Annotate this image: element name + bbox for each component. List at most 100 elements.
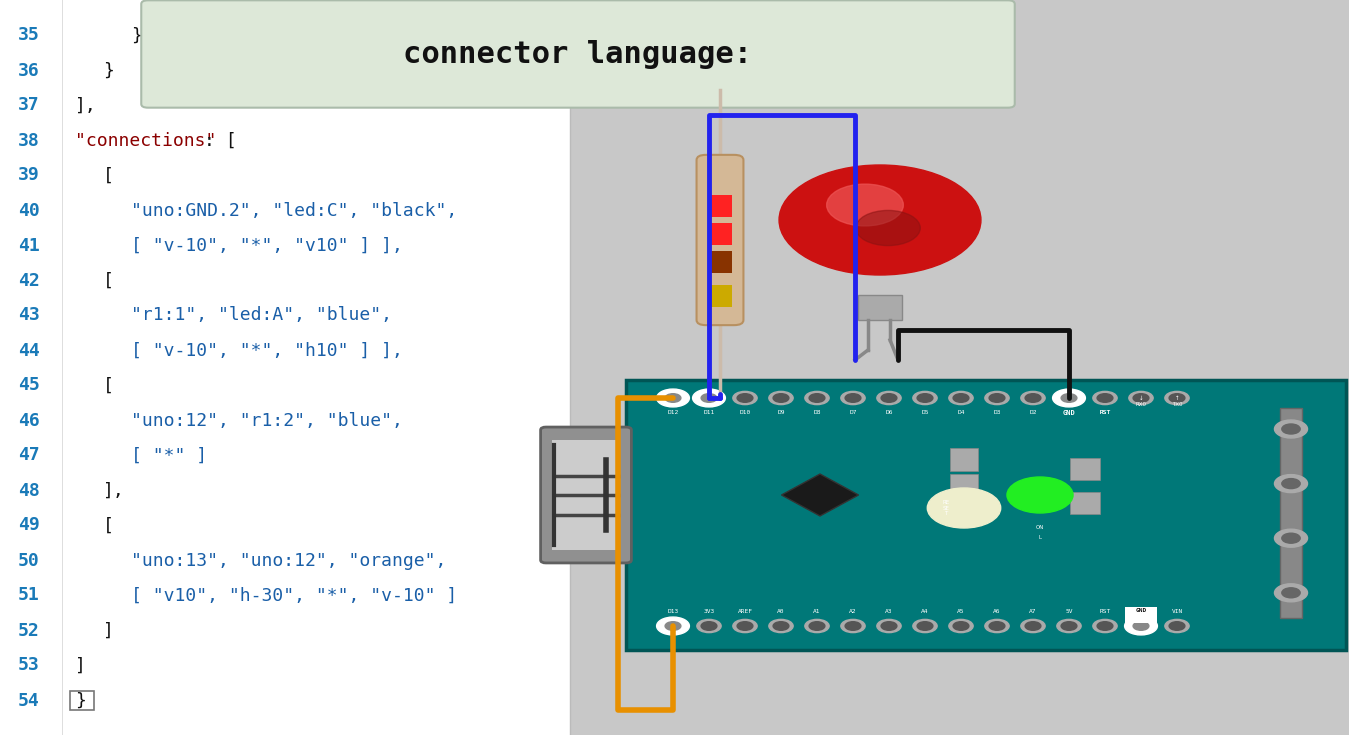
Text: 41: 41 [18, 237, 39, 254]
Circle shape [701, 394, 716, 402]
Text: 50: 50 [18, 551, 39, 570]
Circle shape [1282, 478, 1300, 489]
Text: "r1:1", "led:A", "blue",: "r1:1", "led:A", "blue", [131, 306, 393, 324]
Circle shape [701, 622, 716, 631]
Circle shape [1275, 529, 1307, 547]
Text: [ "v-10", "*", "v10" ] ],: [ "v-10", "*", "v10" ] ], [131, 237, 403, 254]
Text: 39: 39 [18, 167, 39, 184]
Text: A1: A1 [813, 609, 820, 614]
FancyBboxPatch shape [1125, 606, 1157, 623]
FancyBboxPatch shape [1070, 492, 1099, 514]
Circle shape [844, 622, 861, 631]
Circle shape [780, 165, 981, 275]
Text: 47: 47 [18, 446, 39, 465]
Text: }: } [76, 692, 86, 709]
Circle shape [840, 391, 865, 404]
Circle shape [954, 622, 969, 631]
Circle shape [989, 394, 1005, 402]
Circle shape [805, 620, 830, 633]
Circle shape [1133, 394, 1149, 402]
FancyBboxPatch shape [708, 251, 733, 273]
Circle shape [989, 622, 1005, 631]
Circle shape [1052, 389, 1086, 407]
Text: D7: D7 [850, 410, 857, 415]
FancyBboxPatch shape [950, 474, 978, 497]
Text: AREF: AREF [738, 609, 753, 614]
Text: GND: GND [1136, 608, 1147, 613]
Circle shape [809, 622, 824, 631]
Text: A4: A4 [921, 609, 928, 614]
Circle shape [769, 391, 793, 404]
Text: 52: 52 [18, 622, 39, 639]
Text: 36: 36 [18, 62, 39, 79]
Text: D6: D6 [885, 410, 893, 415]
Circle shape [773, 394, 789, 402]
FancyBboxPatch shape [696, 155, 743, 325]
Circle shape [692, 389, 726, 407]
FancyBboxPatch shape [950, 448, 978, 470]
Circle shape [809, 394, 824, 402]
Circle shape [1282, 588, 1300, 598]
Circle shape [1025, 622, 1041, 631]
Circle shape [917, 622, 934, 631]
Circle shape [697, 620, 722, 633]
Circle shape [1164, 391, 1188, 404]
FancyBboxPatch shape [142, 0, 1014, 107]
Text: 38: 38 [18, 132, 39, 149]
Text: VIN: VIN [1171, 609, 1183, 614]
Text: A0: A0 [777, 609, 785, 614]
Text: 43: 43 [18, 306, 39, 324]
FancyBboxPatch shape [1070, 458, 1099, 480]
Text: D2: D2 [1029, 410, 1037, 415]
Circle shape [665, 622, 681, 631]
FancyBboxPatch shape [708, 223, 733, 245]
Text: ↑
TX0: ↑ TX0 [1172, 396, 1182, 406]
Circle shape [1025, 394, 1041, 402]
Circle shape [827, 184, 904, 226]
Text: ↓
RX0: ↓ RX0 [1136, 396, 1147, 406]
Circle shape [985, 391, 1009, 404]
Text: D13: D13 [668, 609, 679, 614]
Circle shape [881, 622, 897, 631]
Text: connector language:: connector language: [403, 40, 753, 68]
Text: ON: ON [1036, 525, 1044, 530]
Circle shape [737, 394, 753, 402]
Text: RST: RST [1099, 609, 1110, 614]
Text: "connections": "connections" [76, 132, 216, 149]
Circle shape [1129, 391, 1153, 404]
Text: 35: 35 [18, 26, 39, 45]
Text: 3V3: 3V3 [703, 609, 715, 614]
Circle shape [657, 617, 689, 635]
Circle shape [1093, 391, 1117, 404]
Text: "uno:GND.2", "led:C", "black",: "uno:GND.2", "led:C", "black", [131, 201, 457, 220]
Circle shape [1021, 620, 1045, 633]
Circle shape [733, 620, 757, 633]
Circle shape [1275, 420, 1307, 438]
Text: 46: 46 [18, 412, 39, 429]
Text: D12: D12 [668, 410, 679, 415]
Text: 40: 40 [18, 201, 39, 220]
Text: : [: : [ [204, 132, 236, 149]
Circle shape [877, 620, 901, 633]
Circle shape [927, 488, 1001, 528]
Circle shape [954, 394, 969, 402]
Circle shape [948, 391, 973, 404]
Circle shape [1170, 394, 1184, 402]
Circle shape [840, 620, 865, 633]
Circle shape [1056, 620, 1081, 633]
Text: RE
SE
T: RE SE T [943, 500, 950, 516]
Text: A6: A6 [993, 609, 1001, 614]
Circle shape [1164, 620, 1188, 633]
Circle shape [985, 620, 1009, 633]
Circle shape [913, 391, 938, 404]
Text: GND: GND [1063, 410, 1075, 416]
Text: 37: 37 [18, 96, 39, 115]
Text: D3: D3 [993, 410, 1001, 415]
Text: 51: 51 [18, 587, 39, 604]
Text: [ "v10", "h-30", "*", "v-10" ]: [ "v10", "h-30", "*", "v-10" ] [131, 587, 457, 604]
Circle shape [657, 389, 689, 407]
Text: }: } [131, 26, 142, 45]
Circle shape [844, 394, 861, 402]
Text: D5: D5 [921, 410, 928, 415]
Circle shape [855, 210, 920, 245]
